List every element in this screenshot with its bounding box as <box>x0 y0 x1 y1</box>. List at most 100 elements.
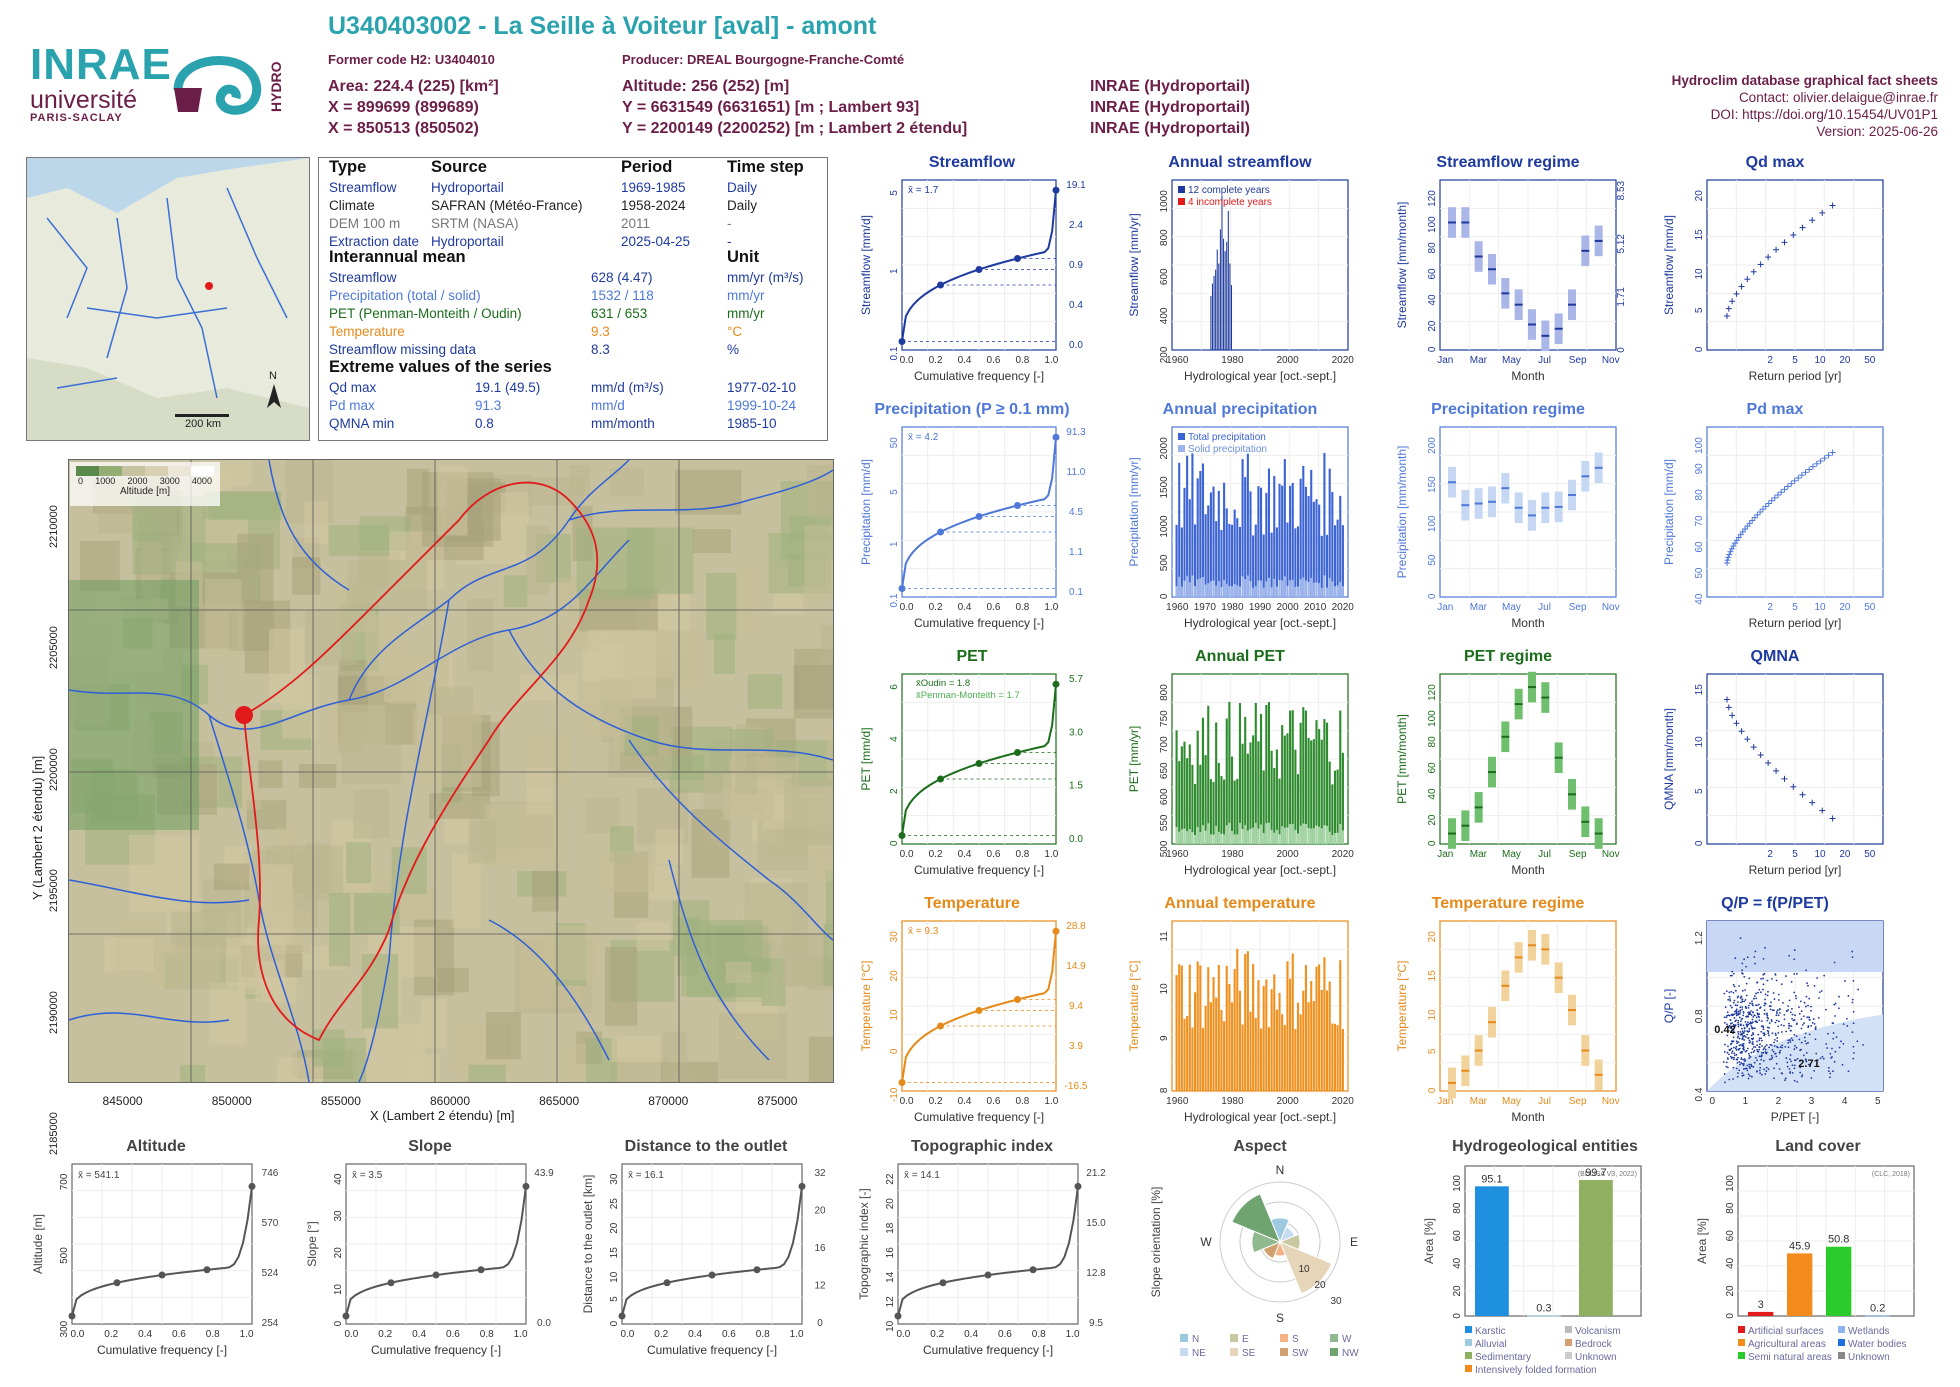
ring-label: 30 <box>1330 1296 1342 1307</box>
bar <box>1225 965 1228 1091</box>
bar-light <box>1252 827 1255 844</box>
qp-point <box>1737 1032 1740 1035</box>
legend-label: Total precipitation <box>1188 432 1266 443</box>
qp-point <box>1768 1034 1770 1037</box>
bar <box>1194 783 1197 844</box>
quantile-point <box>387 1279 395 1287</box>
terrain-patch <box>593 850 655 893</box>
bar-light <box>1339 823 1342 844</box>
y-tick: 0 <box>1427 840 1438 846</box>
x-tick: 0.4 <box>964 1329 978 1340</box>
catchment-map[interactable] <box>68 459 834 1083</box>
qp-point <box>1726 1014 1728 1017</box>
x-tick: 3 <box>1809 1096 1815 1107</box>
bar <box>1215 997 1218 1091</box>
y-tick: 10 <box>1427 1009 1438 1021</box>
x-tick: Sep <box>1569 355 1587 366</box>
qp-point <box>1805 1051 1808 1054</box>
x-tick: 0.0 <box>900 1096 914 1107</box>
bar-light <box>1315 582 1318 597</box>
qp-point <box>1752 1027 1755 1030</box>
qp-chart-svg: 0.422.710.40.81.20 1 2 3 4 5P/PET [-]Q/P [-] <box>1662 920 1884 1124</box>
bar <box>1219 229 1221 350</box>
point <box>1759 506 1766 513</box>
y-tick: 0 <box>1159 593 1170 599</box>
qp-point <box>1774 1021 1777 1024</box>
bar-light <box>1257 828 1260 844</box>
qp-point <box>1728 1049 1731 1052</box>
x-tick: 10 <box>1814 849 1826 860</box>
qp-point <box>1807 1026 1810 1029</box>
pet-chart-title: PET <box>956 648 988 665</box>
qp-point <box>1794 995 1797 997</box>
y-tick: 90 <box>1694 463 1705 475</box>
bar-light <box>1299 825 1302 844</box>
y-axis-label: Area [%] <box>1695 1218 1709 1264</box>
right-label: 43.9 <box>534 1168 554 1179</box>
x-tick: 1960 <box>1166 849 1189 860</box>
x-tick: 1.0 <box>1044 1096 1058 1107</box>
legend-label: E <box>1242 1334 1249 1345</box>
doi-link[interactable]: DOI: https://doi.org/10.15454/UV01P1 <box>1710 107 1938 122</box>
bar <box>1257 486 1260 597</box>
bar <box>1175 524 1178 597</box>
bar-light <box>1304 823 1307 844</box>
y-tick: 120 <box>1427 684 1438 701</box>
terrain-patch <box>576 527 655 599</box>
bar <box>1201 463 1205 597</box>
qp-point <box>1732 972 1735 975</box>
point <box>1762 503 1769 510</box>
contact-link[interactable]: Contact: olivier.delaigue@inrae.fr <box>1738 90 1938 105</box>
terrain-patch <box>527 477 585 506</box>
legend-label: Agricultural areas <box>1748 1339 1826 1350</box>
qp-point <box>1787 1005 1789 1008</box>
right-label: 91.3 <box>1066 427 1086 438</box>
terrain-patch <box>128 835 200 913</box>
bar <box>1328 981 1331 1091</box>
qp-point <box>1749 1021 1752 1024</box>
meta-type: DEM 100 m <box>329 216 401 231</box>
bar-light <box>1294 829 1297 844</box>
extreme-value: 91.3 <box>475 398 502 413</box>
bar <box>1328 761 1331 844</box>
qp-point <box>1815 1052 1818 1055</box>
qp-point <box>1801 1074 1804 1076</box>
bar-light <box>1244 579 1247 597</box>
qp-point <box>1743 1035 1746 1037</box>
qp-point <box>1756 1070 1758 1073</box>
north-label: N <box>269 370 277 382</box>
qp-point <box>1813 1069 1816 1072</box>
qp-point <box>1793 973 1796 975</box>
qp-point <box>1742 1032 1745 1034</box>
qp-point <box>1743 1058 1746 1060</box>
qp-point <box>1752 1046 1755 1048</box>
legend-swatch <box>1465 1365 1472 1372</box>
terrain-patch <box>783 778 833 845</box>
x-tick: 0.2 <box>929 849 943 860</box>
qp-point <box>1783 1013 1786 1016</box>
qp-point <box>1793 1033 1796 1036</box>
qp-point <box>1757 1033 1760 1036</box>
qp-point <box>1800 1010 1803 1013</box>
qp-point <box>1827 1066 1830 1069</box>
point <box>1781 486 1788 493</box>
qp-point <box>1790 980 1793 983</box>
bar-light <box>1230 830 1234 844</box>
terrain-patch <box>255 960 284 1002</box>
qp-point <box>1733 1054 1736 1057</box>
bar <box>1304 486 1307 597</box>
qp-point <box>1740 995 1743 998</box>
terrain-patch <box>412 707 482 788</box>
y-axis-label: Temperature [°C] <box>1127 961 1141 1052</box>
bar <box>1326 534 1329 597</box>
terrain-patch <box>761 958 786 1006</box>
qp-point <box>1734 957 1737 960</box>
bar-light <box>1315 825 1318 844</box>
bar <box>1302 707 1305 844</box>
qp-point <box>1763 1009 1766 1012</box>
point <box>1802 469 1809 476</box>
bar <box>1183 487 1186 597</box>
terrain-patch <box>804 525 833 599</box>
